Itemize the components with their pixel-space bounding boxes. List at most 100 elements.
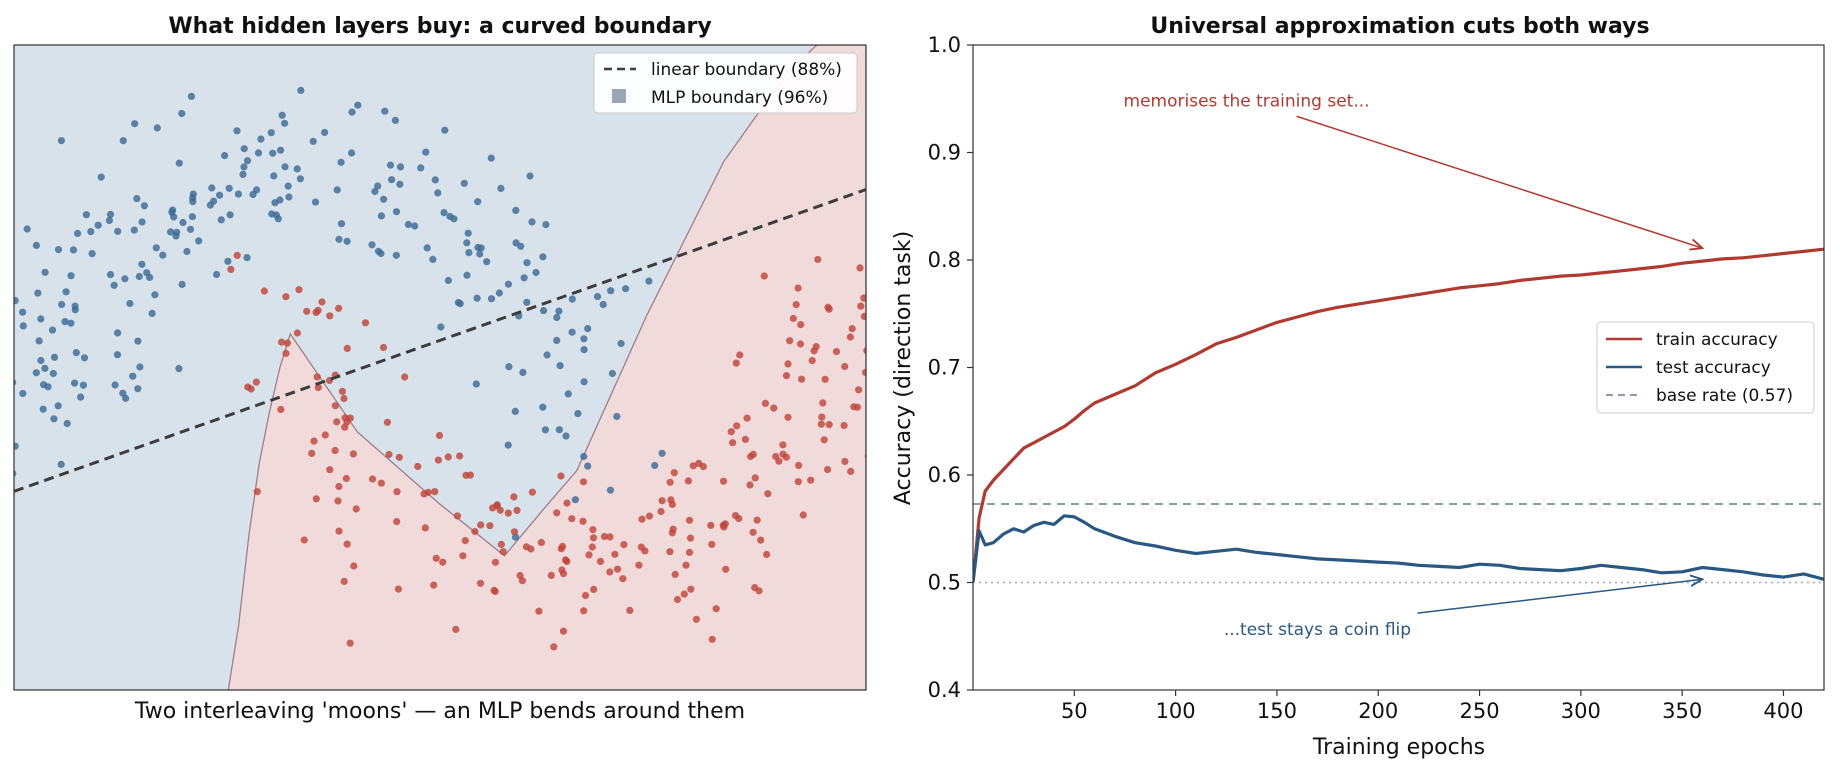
- scatter-point: [557, 545, 565, 553]
- scatter-point: [657, 507, 665, 516]
- scatter-point: [599, 300, 607, 309]
- scatter-point: [775, 457, 783, 465]
- y-tick-label: 0.4: [928, 678, 961, 702]
- scatter-point: [856, 264, 864, 272]
- scatter-point: [670, 469, 678, 477]
- scatter-point: [584, 462, 592, 470]
- accuracy-panel: Universal approximation cuts both ways 5…: [891, 14, 1825, 760]
- scatter-point: [225, 184, 233, 192]
- scatter-point: [810, 347, 818, 355]
- scatter-point: [69, 246, 78, 254]
- scatter-point: [152, 244, 160, 252]
- scatter-point: [463, 271, 471, 279]
- scatter-point: [466, 471, 474, 479]
- scatter-point: [394, 585, 402, 593]
- scatter-point: [94, 221, 102, 229]
- right-chart-title: Universal approximation cuts both ways: [1150, 14, 1649, 39]
- scatter-point: [119, 389, 127, 397]
- scatter-point: [284, 182, 292, 190]
- scatter-point: [555, 307, 563, 315]
- scatter-point: [58, 300, 66, 309]
- scatter-point: [784, 360, 792, 368]
- scatter-point: [596, 557, 605, 566]
- scatter-point: [233, 127, 241, 135]
- scatter-point: [611, 550, 619, 558]
- scatter-point: [40, 381, 48, 389]
- scatter-point: [721, 520, 729, 528]
- legend-test-label: test accuracy: [1656, 358, 1771, 378]
- scatter-point: [383, 418, 391, 426]
- scatter-point: [689, 462, 697, 470]
- scatter-point: [535, 607, 543, 615]
- scatter-point: [523, 259, 531, 267]
- y-tick-label: 0.5: [928, 571, 961, 595]
- scatter-point: [658, 497, 666, 505]
- scatter-point: [580, 346, 588, 354]
- scatter-point: [19, 389, 27, 398]
- scatter-point: [434, 189, 442, 197]
- scatter-point: [50, 353, 59, 361]
- scatter-point: [227, 265, 235, 273]
- scatter-point: [668, 500, 677, 508]
- scatter-point: [495, 289, 503, 297]
- scatter-point: [699, 463, 708, 471]
- left-legend: linear boundary (88%) MLP boundary (96%): [593, 52, 858, 114]
- scatter-point: [391, 116, 399, 124]
- scatter-point: [526, 172, 534, 180]
- scatter-point: [34, 289, 42, 297]
- scatter-point: [687, 585, 695, 593]
- annotations: memorises the training set... ...test sta…: [1124, 91, 1703, 640]
- scatter-point: [213, 270, 221, 279]
- scatter-point: [824, 466, 832, 474]
- scatter-point: [528, 218, 536, 226]
- scatter-point: [135, 272, 143, 281]
- scatter-point: [159, 251, 167, 259]
- scatter-point: [504, 280, 512, 288]
- scatter-points: [14, 86, 866, 651]
- legend-mlp-swatch: [612, 89, 626, 103]
- scatter-point: [187, 92, 195, 100]
- scatter-point: [243, 157, 252, 165]
- scatter-point: [300, 536, 308, 544]
- scatter-point: [49, 369, 57, 378]
- scatter-point: [334, 497, 342, 505]
- scatter-point: [619, 575, 627, 583]
- scatter-point: [346, 414, 354, 422]
- scatter-point: [684, 477, 693, 485]
- scatter-point: [476, 250, 484, 258]
- scatter-point: [568, 295, 576, 303]
- scatter-point: [814, 255, 822, 264]
- scatter-point: [761, 399, 770, 407]
- y-tick-label: 0.8: [928, 248, 961, 272]
- scatter-point: [50, 415, 58, 423]
- scatter-point: [277, 405, 285, 414]
- scatter-point: [368, 475, 377, 483]
- scatter-point: [411, 222, 419, 230]
- right-ylabel: Accuracy (direction task): [891, 231, 916, 505]
- scatter-point: [310, 437, 318, 445]
- scatter-point: [712, 605, 720, 613]
- scatter-point: [348, 108, 356, 116]
- scatter-point: [267, 129, 275, 137]
- scatter-point: [779, 450, 787, 458]
- x-tick-label: 400: [1763, 699, 1803, 723]
- scatter-point: [113, 351, 122, 359]
- scatter-point: [779, 441, 787, 449]
- scatter-point: [671, 570, 679, 579]
- scatter-point: [731, 511, 740, 520]
- scatter-point: [593, 293, 602, 301]
- right-xlabel: Training epochs: [1312, 735, 1485, 760]
- scatter-point: [510, 493, 518, 501]
- scatter-point: [471, 527, 479, 536]
- scatter-point: [281, 163, 289, 171]
- scatter-point: [350, 562, 358, 570]
- scatter-point: [483, 258, 491, 266]
- scatter-point: [589, 526, 597, 534]
- left-plot-frame: [13, 44, 867, 691]
- annotation-arrow: [1417, 579, 1702, 614]
- scatter-point: [473, 294, 481, 302]
- scatter-point: [497, 540, 505, 549]
- scatter-point: [727, 428, 735, 436]
- scatter-point: [658, 449, 666, 457]
- scatter-point: [541, 426, 550, 434]
